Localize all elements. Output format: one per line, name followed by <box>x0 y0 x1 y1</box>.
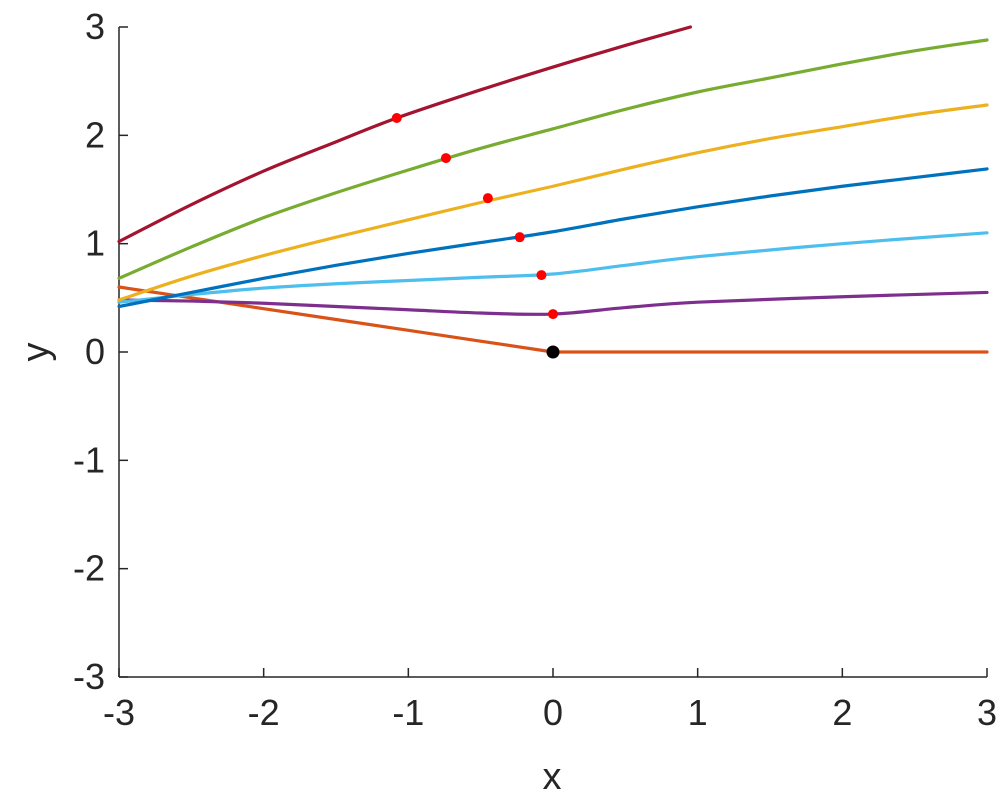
series-line-4 <box>117 167 989 309</box>
y-tick-label: -3 <box>73 656 105 697</box>
x-tick-label: 1 <box>688 692 708 733</box>
y-axis-label: y <box>15 343 57 362</box>
y-tick-label: 2 <box>85 114 105 155</box>
y-tick-label: 0 <box>85 331 105 372</box>
series-marker-5 <box>482 193 493 204</box>
series-line-3 <box>117 231 989 304</box>
x-tick-label: -2 <box>248 692 280 733</box>
series-marker-7 <box>391 113 402 123</box>
x-axis-label: x <box>543 756 562 798</box>
series-marker-1 <box>546 345 560 359</box>
x-tick-label: 2 <box>832 692 852 733</box>
y-tick-label: 1 <box>85 223 105 264</box>
series-marker-4 <box>514 232 525 243</box>
series-line-2 <box>117 290 989 316</box>
y-tick-label: 3 <box>85 6 105 47</box>
x-tick-label: -3 <box>103 692 135 733</box>
axes: -3 -2 -1 0 1 2 3 -3 -2 -1 0 1 2 3 <box>73 6 997 733</box>
series-line-5 <box>117 103 989 302</box>
x-tick-label: -1 <box>392 692 424 733</box>
series-marker-6 <box>440 153 451 164</box>
series-marker-3 <box>536 270 547 281</box>
marker-layer <box>391 113 560 359</box>
series-line-7 <box>117 25 693 244</box>
y-tick-label: -1 <box>73 439 105 480</box>
x-tick-label: 3 <box>977 692 997 733</box>
series-marker-2 <box>548 309 558 320</box>
y-tick-label: -2 <box>73 548 105 589</box>
x-tick-label: 0 <box>543 692 563 733</box>
series-layer <box>117 25 989 354</box>
series-line-6 <box>117 38 989 280</box>
